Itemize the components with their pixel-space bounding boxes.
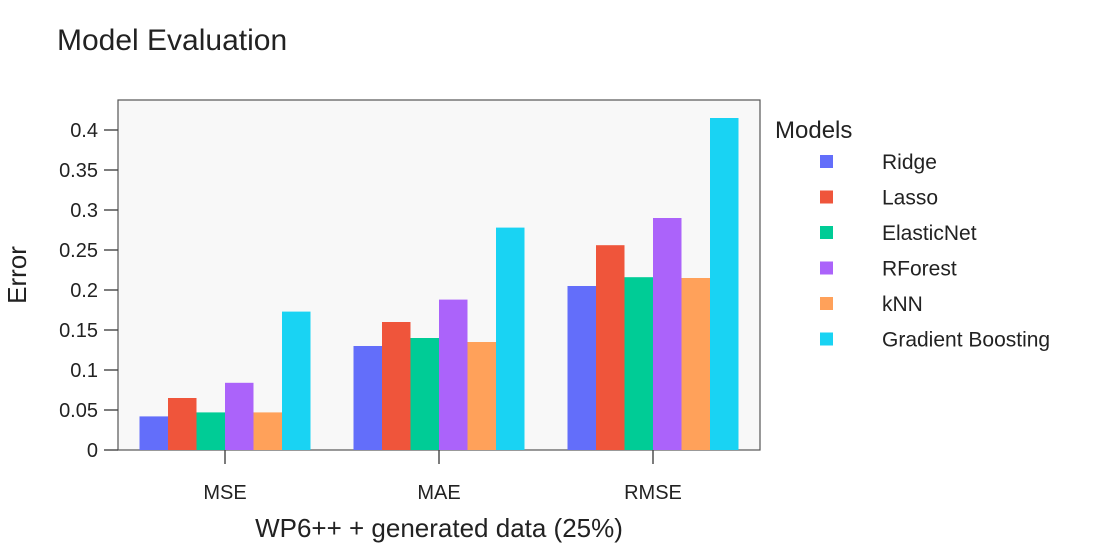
- legend-swatch-lasso: [820, 190, 833, 204]
- legend: Models Ridge Lasso ElasticNet RForest kNN Gra…: [775, 117, 1050, 352]
- legend-title: Models: [775, 117, 852, 144]
- bar-gradient-boosting-mse: [282, 311, 311, 450]
- bar-knn-rmse: [681, 278, 710, 450]
- x-tick-label-mse: MSE: [203, 482, 246, 504]
- legend-swatch-gradient-boosting: [820, 332, 833, 346]
- bar-knn-mse: [253, 412, 282, 450]
- legend-swatch-elasticnet: [820, 226, 833, 239]
- bar-elasticnet-mae: [410, 338, 439, 450]
- bar-lasso-mse: [168, 398, 197, 450]
- x-axis-title: WP6++ + generated data (25%): [255, 513, 623, 543]
- legend-items: Ridge Lasso ElasticNet RForest kNN Gradient B…: [820, 151, 1050, 352]
- bar-ridge-mae: [353, 346, 382, 450]
- bar-lasso-mae: [382, 322, 411, 450]
- x-tick-label-mae: MAE: [417, 482, 460, 504]
- legend-label-ridge: Ridge: [882, 151, 937, 174]
- x-axis: MSE MAE RMSE: [203, 450, 682, 504]
- legend-label-knn: kNN: [882, 293, 923, 316]
- bar-rforest-rmse: [653, 218, 682, 450]
- legend-label-rforest: RForest: [882, 258, 957, 281]
- legend-swatch-rforest: [820, 261, 833, 275]
- legend-swatch-ridge: [820, 155, 833, 168]
- bar-elasticnet-mse: [196, 412, 225, 450]
- chart-title: Model Evaluation: [57, 24, 287, 57]
- y-tick-label: 0: [87, 440, 98, 462]
- bar-gradient-boosting-mae: [496, 227, 525, 450]
- bar-knn-mae: [467, 342, 496, 450]
- bar-ridge-mse: [139, 416, 168, 450]
- legend-label-lasso: Lasso: [882, 187, 938, 210]
- y-tick-label: 0.15: [59, 320, 98, 342]
- bar-elasticnet-rmse: [624, 277, 653, 450]
- legend-label-elasticnet: ElasticNet: [882, 222, 977, 245]
- y-axis: 0 0.05 0.1 0.15 0.2 0.25 0.3 0.35 0.4: [59, 120, 118, 462]
- bar-gradient-boosting-rmse: [710, 118, 739, 450]
- bar-lasso-rmse: [596, 245, 625, 450]
- y-tick-label: 0.05: [59, 400, 98, 422]
- y-tick-label: 0.1: [70, 360, 98, 382]
- bar-ridge-rmse: [567, 286, 596, 450]
- legend-swatch-knn: [820, 297, 833, 310]
- legend-label-gradient-boosting: Gradient Boosting: [882, 329, 1050, 352]
- bar-rforest-mse: [225, 382, 254, 450]
- y-tick-label: 0.4: [70, 120, 98, 142]
- bars-layer: [139, 118, 739, 450]
- y-axis-title: Error: [2, 246, 32, 304]
- y-tick-label: 0.3: [70, 200, 98, 222]
- bar-rforest-mae: [439, 299, 468, 450]
- y-tick-label: 0.2: [70, 280, 98, 302]
- x-tick-label-rmse: RMSE: [624, 482, 682, 504]
- y-tick-label: 0.25: [59, 240, 98, 262]
- y-tick-label: 0.35: [59, 160, 98, 182]
